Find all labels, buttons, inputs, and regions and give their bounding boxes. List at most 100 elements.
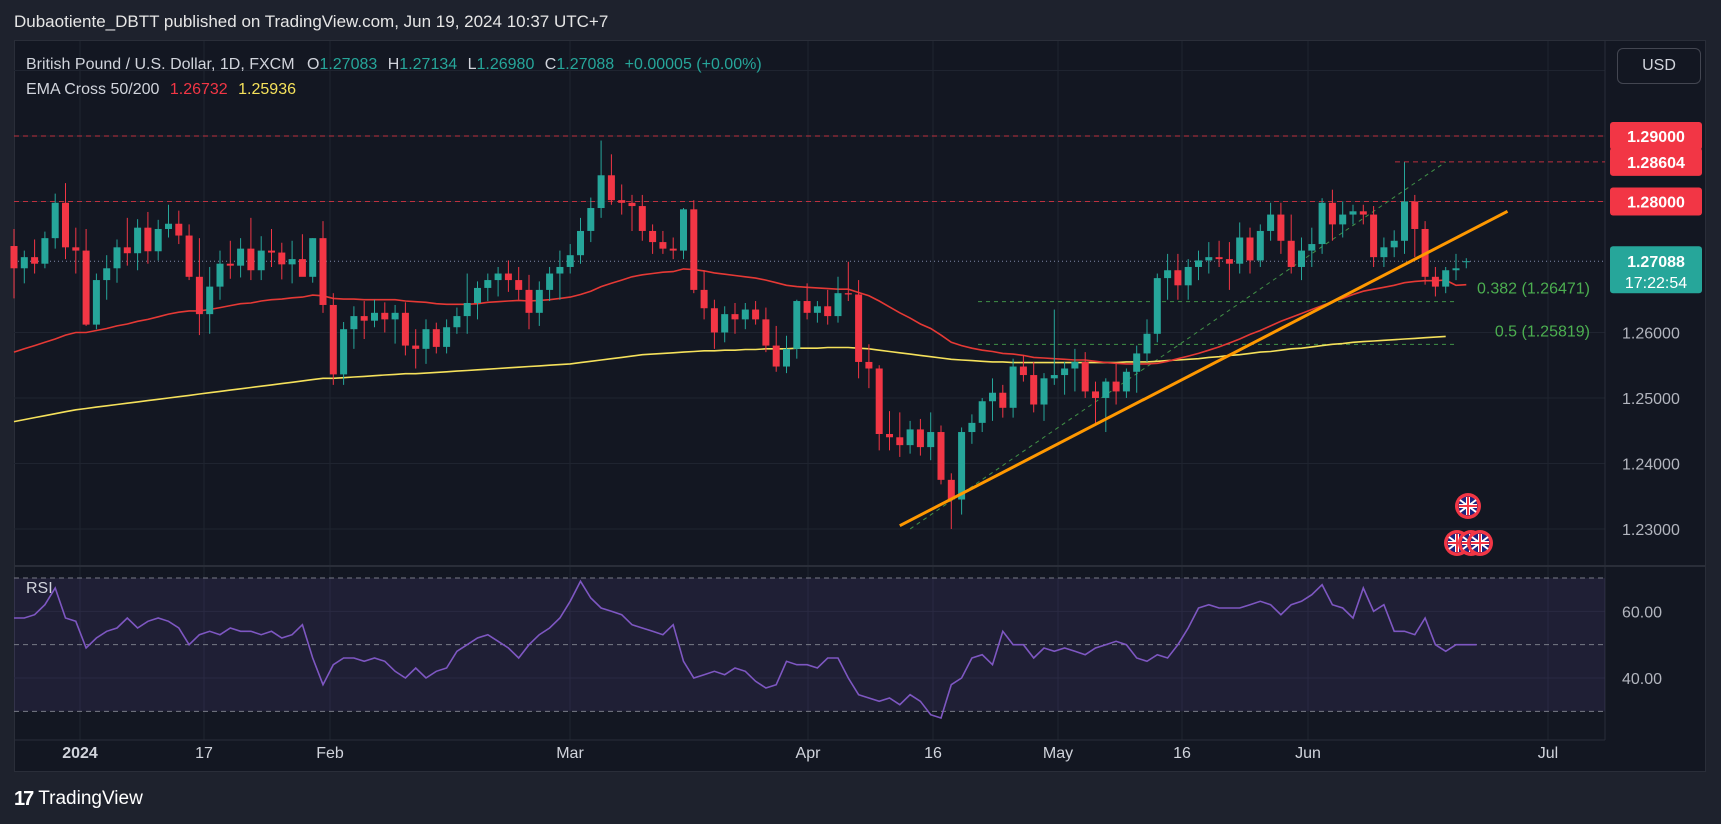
candle xyxy=(824,289,832,325)
candle xyxy=(710,299,718,349)
candle-body xyxy=(154,228,162,252)
candle-body xyxy=(1380,247,1388,258)
rsi-axis-tick: 60.00 xyxy=(1622,604,1662,621)
candle xyxy=(1442,266,1450,294)
candle xyxy=(298,234,306,277)
candle-body xyxy=(216,263,224,287)
candle xyxy=(896,412,904,457)
candle-body xyxy=(1359,211,1367,215)
candle-body xyxy=(762,319,770,346)
candle-body xyxy=(834,293,842,317)
candle xyxy=(288,240,296,284)
candle-body xyxy=(927,432,935,448)
candle xyxy=(875,365,883,451)
candle xyxy=(247,217,255,281)
candle-body xyxy=(247,248,255,271)
candle-body xyxy=(865,361,873,369)
candle xyxy=(515,266,523,300)
candle xyxy=(793,299,801,359)
candle-body xyxy=(855,294,863,362)
close-label: C xyxy=(544,56,557,73)
candle-body xyxy=(443,327,451,347)
candle-body xyxy=(319,238,327,305)
candle xyxy=(1452,253,1460,281)
candle-body xyxy=(752,309,760,320)
candle xyxy=(144,211,152,264)
candle xyxy=(1401,162,1408,254)
candle xyxy=(340,321,348,385)
low-value: 1.26980 xyxy=(476,56,535,73)
fib-level-label: 0.5 (1.25819) xyxy=(1495,323,1590,340)
footer-bar: 17 TradingView xyxy=(0,772,1721,824)
candle xyxy=(556,250,564,300)
candle xyxy=(1411,194,1419,258)
candle-body xyxy=(1349,211,1357,215)
candle xyxy=(31,239,39,274)
candle xyxy=(1246,227,1254,274)
candle-body xyxy=(556,266,564,274)
ema50-line xyxy=(13,268,1467,365)
candle-body xyxy=(20,257,28,269)
rsi-label: RSI xyxy=(26,580,53,597)
candle xyxy=(134,219,142,271)
candle xyxy=(1050,309,1058,385)
currency-button[interactable]: USD xyxy=(1617,48,1701,84)
candle xyxy=(989,378,996,421)
candle-body xyxy=(1452,268,1460,271)
header-bar: Dubaotiente_DBTT published on TradingVie… xyxy=(0,0,1721,40)
candle xyxy=(494,266,502,297)
candle xyxy=(1102,378,1110,433)
candle xyxy=(20,250,28,284)
candle xyxy=(195,238,203,336)
price-label-text: 1.28604 xyxy=(1627,155,1685,172)
candle-body xyxy=(731,314,739,320)
candle-body xyxy=(1462,261,1470,263)
candle-body xyxy=(432,329,440,347)
price-axis-tick: 1.25000 xyxy=(1622,391,1680,408)
candle xyxy=(1030,361,1038,413)
candle xyxy=(752,301,760,325)
candle xyxy=(1308,227,1316,267)
candle-body xyxy=(1401,201,1408,241)
candle xyxy=(834,276,842,323)
ema200-value: 1.25936 xyxy=(238,81,296,98)
candle xyxy=(690,200,698,294)
candle xyxy=(813,301,821,323)
candle xyxy=(1359,204,1367,225)
candle-body xyxy=(1071,361,1079,369)
candle-body xyxy=(803,301,811,313)
candle-body xyxy=(793,301,801,349)
candle xyxy=(999,384,1007,418)
candle-body xyxy=(515,280,523,290)
candle xyxy=(1277,202,1285,254)
candle-body xyxy=(31,257,39,264)
candle-body xyxy=(195,276,203,315)
candle xyxy=(432,322,440,354)
candle xyxy=(1287,214,1295,274)
high-label: H xyxy=(387,56,400,73)
candle xyxy=(92,273,100,330)
candle xyxy=(721,306,729,343)
candle-body xyxy=(875,368,883,434)
candle-body xyxy=(628,202,636,207)
candle xyxy=(546,266,554,302)
candle xyxy=(638,194,646,241)
candle-body xyxy=(978,401,986,423)
candle-body xyxy=(638,206,646,231)
candle xyxy=(1164,253,1172,300)
candle-body xyxy=(237,248,245,266)
time-axis-tick: 2024 xyxy=(62,745,98,762)
rsi-line xyxy=(14,579,1477,720)
candle xyxy=(1195,250,1202,281)
candle-body xyxy=(824,306,832,317)
candle-body xyxy=(41,238,49,264)
tradingview-logo[interactable]: 17 TradingView xyxy=(14,788,143,810)
candle xyxy=(371,299,378,328)
time-axis-tick: May xyxy=(1043,745,1073,762)
legend-indicator-row: EMA Cross 50/200 1.26732 1.25936 xyxy=(26,77,762,102)
candle-body xyxy=(649,230,657,243)
candle-body xyxy=(123,247,131,254)
candle-body xyxy=(1040,378,1048,405)
candle xyxy=(268,228,275,267)
